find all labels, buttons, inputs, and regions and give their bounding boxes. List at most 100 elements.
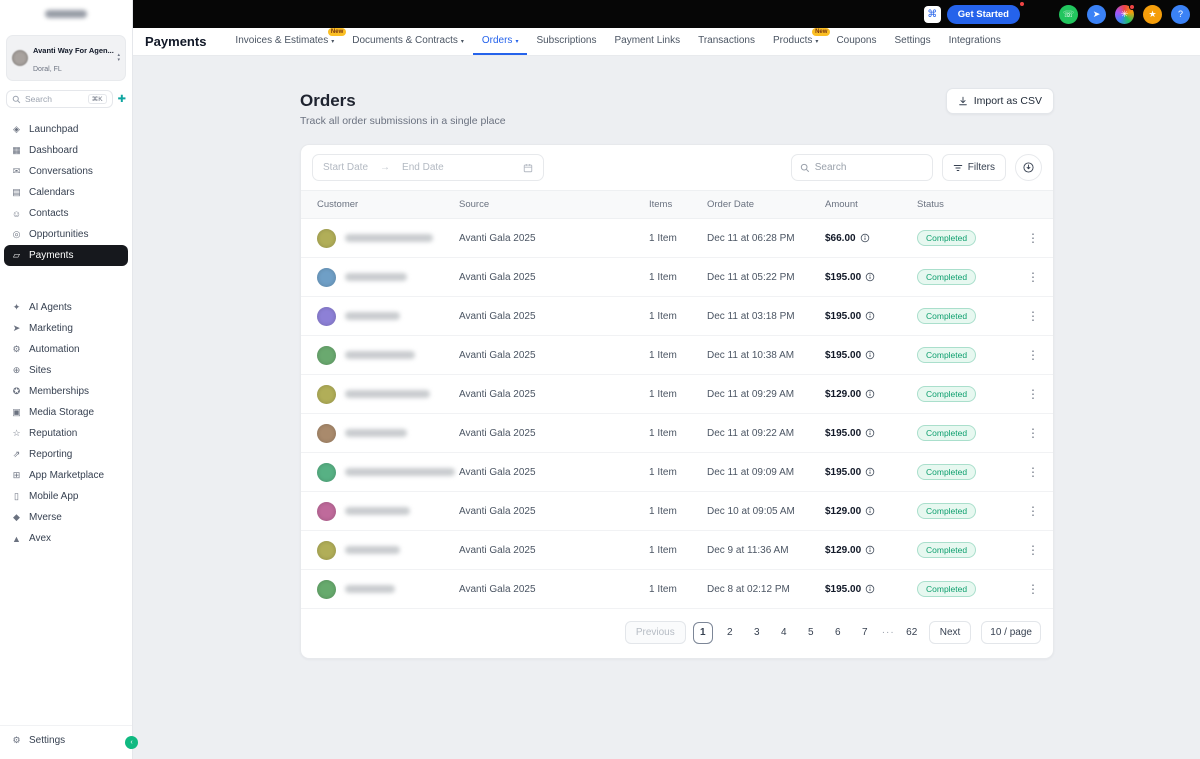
tab-documents-contracts[interactable]: Documents & Contracts ▾: [343, 28, 473, 55]
page-size-select[interactable]: 10 / page: [981, 621, 1041, 644]
sidebar-item-media-storage[interactable]: ▣ Media Storage: [0, 402, 132, 423]
kebab-menu-icon[interactable]: ⋮: [1011, 218, 1053, 258]
table-row: Avanti Gala 2025 1 Item Dec 11 at 05:22 …: [301, 257, 1053, 297]
next-page-button[interactable]: Next: [928, 621, 972, 644]
page-number-7[interactable]: 7: [861, 627, 868, 638]
sidebar-item-reporting[interactable]: ⇗ Reporting: [0, 444, 132, 465]
page-number-4[interactable]: 4: [780, 627, 787, 638]
tab-settings[interactable]: Settings: [885, 28, 939, 55]
page-number-1[interactable]: 1: [692, 621, 713, 644]
kebab-menu-icon[interactable]: ⋮: [1011, 569, 1053, 609]
sidebar-item-automation[interactable]: ⚙ Automation: [0, 339, 132, 360]
kebab-menu-icon[interactable]: ⋮: [1011, 491, 1053, 531]
customer-name-redacted: [345, 234, 433, 242]
info-icon[interactable]: [865, 584, 875, 594]
get-started-button[interactable]: Get Started: [946, 0, 1025, 24]
date-range-picker[interactable]: Start Date → End Date: [312, 154, 544, 181]
sidebar-item-mverse[interactable]: ◆ Mverse: [0, 507, 132, 528]
quick-add-icon[interactable]: ✚: [117, 93, 126, 105]
sidebar-item-dashboard[interactable]: ▦ Dashboard: [0, 140, 132, 161]
previous-page-button[interactable]: Previous: [624, 621, 686, 644]
sidebar-item-opportunities[interactable]: ◎ Opportunities: [0, 224, 132, 245]
column-amount: Amount: [825, 190, 917, 219]
sidebar-item-settings[interactable]: ⚙ Settings: [0, 730, 132, 751]
connect-icon[interactable]: ➤: [1087, 4, 1106, 24]
sidebar-item-mobile-app[interactable]: ▯ Mobile App: [0, 486, 132, 507]
launcher-icon[interactable]: ⌘: [923, 5, 941, 23]
tab-label: Settings: [894, 35, 931, 46]
status-badge: Completed: [917, 503, 977, 519]
tab-label: Subscriptions: [536, 35, 597, 46]
kebab-menu-icon[interactable]: ⋮: [1011, 413, 1053, 453]
info-icon[interactable]: [865, 350, 875, 360]
sidebar-item-launchpad[interactable]: ◈ Launchpad: [0, 119, 132, 140]
page-number-2[interactable]: 2: [726, 627, 733, 638]
page-subtitle: Track all order submissions in a single …: [300, 115, 506, 127]
tab-transactions[interactable]: Transactions: [689, 28, 764, 55]
column-status: Status: [917, 190, 1011, 219]
apps-icon[interactable]: ✳: [1115, 3, 1135, 24]
info-icon[interactable]: [865, 389, 875, 399]
info-icon[interactable]: [865, 506, 875, 516]
end-date-input[interactable]: End Date: [402, 162, 444, 173]
import-csv-button[interactable]: Import as CSV: [945, 88, 1054, 114]
info-icon[interactable]: [860, 233, 870, 243]
tab-invoices-estimates[interactable]: Invoices & Estimates ▾ New: [226, 28, 347, 55]
status-badge: Completed: [917, 425, 977, 441]
page-number-5[interactable]: 5: [807, 627, 814, 638]
search-input[interactable]: Search ⌘K: [6, 90, 113, 108]
export-button[interactable]: [1015, 154, 1042, 181]
order-items: 1 Item: [649, 335, 707, 375]
sidebar-item-calendars[interactable]: ▤ Calendars: [0, 182, 132, 203]
page-number-6[interactable]: 6: [834, 627, 841, 638]
sidebar-item-ai-agents[interactable]: ✦ AI Agents: [0, 297, 132, 318]
order-date: Dec 11 at 05:22 PM: [707, 257, 825, 297]
tab-coupons[interactable]: Coupons: [827, 28, 885, 55]
kebab-menu-icon[interactable]: ⋮: [1011, 335, 1053, 375]
info-icon[interactable]: [865, 428, 875, 438]
arrow-right-icon: →: [380, 162, 391, 173]
help-icon[interactable]: ?: [1171, 4, 1190, 24]
tab-products[interactable]: Products ▾ New: [764, 28, 831, 55]
sidebar-item-payments[interactable]: ▱ Payments: [4, 245, 128, 266]
toolbar-right: Search Filters: [790, 154, 1042, 181]
filters-button[interactable]: Filters: [941, 154, 1006, 181]
page-number-3[interactable]: 3: [753, 627, 760, 638]
info-icon[interactable]: [865, 311, 875, 321]
order-items: 1 Item: [649, 374, 707, 414]
sidebar-item-marketing[interactable]: ➤ Marketing: [0, 318, 132, 339]
tab-integrations[interactable]: Integrations: [940, 28, 1010, 55]
sidebar-item-reputation[interactable]: ☆ Reputation: [0, 423, 132, 444]
sidebar-item-app-marketplace[interactable]: ⊞ App Marketplace: [0, 465, 132, 486]
academy-icon[interactable]: ★: [1143, 4, 1162, 24]
phone-icon[interactable]: ☏: [1059, 4, 1078, 24]
table-header-row: Customer Source Items Order Date Amount …: [301, 190, 1053, 219]
order-items: 1 Item: [649, 257, 707, 297]
order-source: Avanti Gala 2025: [459, 335, 649, 375]
sidebar-item-memberships[interactable]: ✪ Memberships: [0, 381, 132, 402]
start-date-input[interactable]: Start Date: [323, 162, 369, 173]
kebab-menu-icon[interactable]: ⋮: [1011, 296, 1053, 336]
info-icon[interactable]: [865, 467, 875, 477]
orders-search-input[interactable]: Search: [790, 154, 933, 181]
kebab-menu-icon[interactable]: ⋮: [1011, 374, 1053, 414]
sidebar-item-conversations[interactable]: ✉ Conversations: [0, 161, 132, 182]
info-icon[interactable]: [865, 272, 875, 282]
sidebar-item-sites[interactable]: ⊕ Sites: [0, 360, 132, 381]
support-bubble-icon[interactable]: ‹: [125, 736, 138, 749]
kebab-menu-icon[interactable]: ⋮: [1011, 257, 1053, 297]
info-icon[interactable]: [865, 545, 875, 555]
kebab-menu-icon[interactable]: ⋮: [1011, 530, 1053, 570]
sidebar-item-contacts[interactable]: ☺ Contacts: [0, 203, 132, 224]
account-switcher[interactable]: Avanti Way For Agen... Doral, FL ▴ ▾: [6, 35, 126, 81]
sidebar-item-label: Memberships: [29, 386, 90, 397]
page-number-62[interactable]: 62: [906, 627, 918, 638]
tab-label: Payment Links: [614, 35, 681, 46]
tab-orders[interactable]: Orders ▾: [472, 28, 528, 55]
kebab-menu-icon[interactable]: ⋮: [1011, 452, 1053, 492]
tab-payment-links[interactable]: Payment Links: [605, 28, 689, 55]
status-badge: Completed: [917, 581, 977, 597]
conversations-icon: ✉: [12, 166, 21, 176]
sidebar-item-avex[interactable]: ▲ Avex: [0, 528, 132, 549]
tab-subscriptions[interactable]: Subscriptions: [527, 28, 605, 55]
